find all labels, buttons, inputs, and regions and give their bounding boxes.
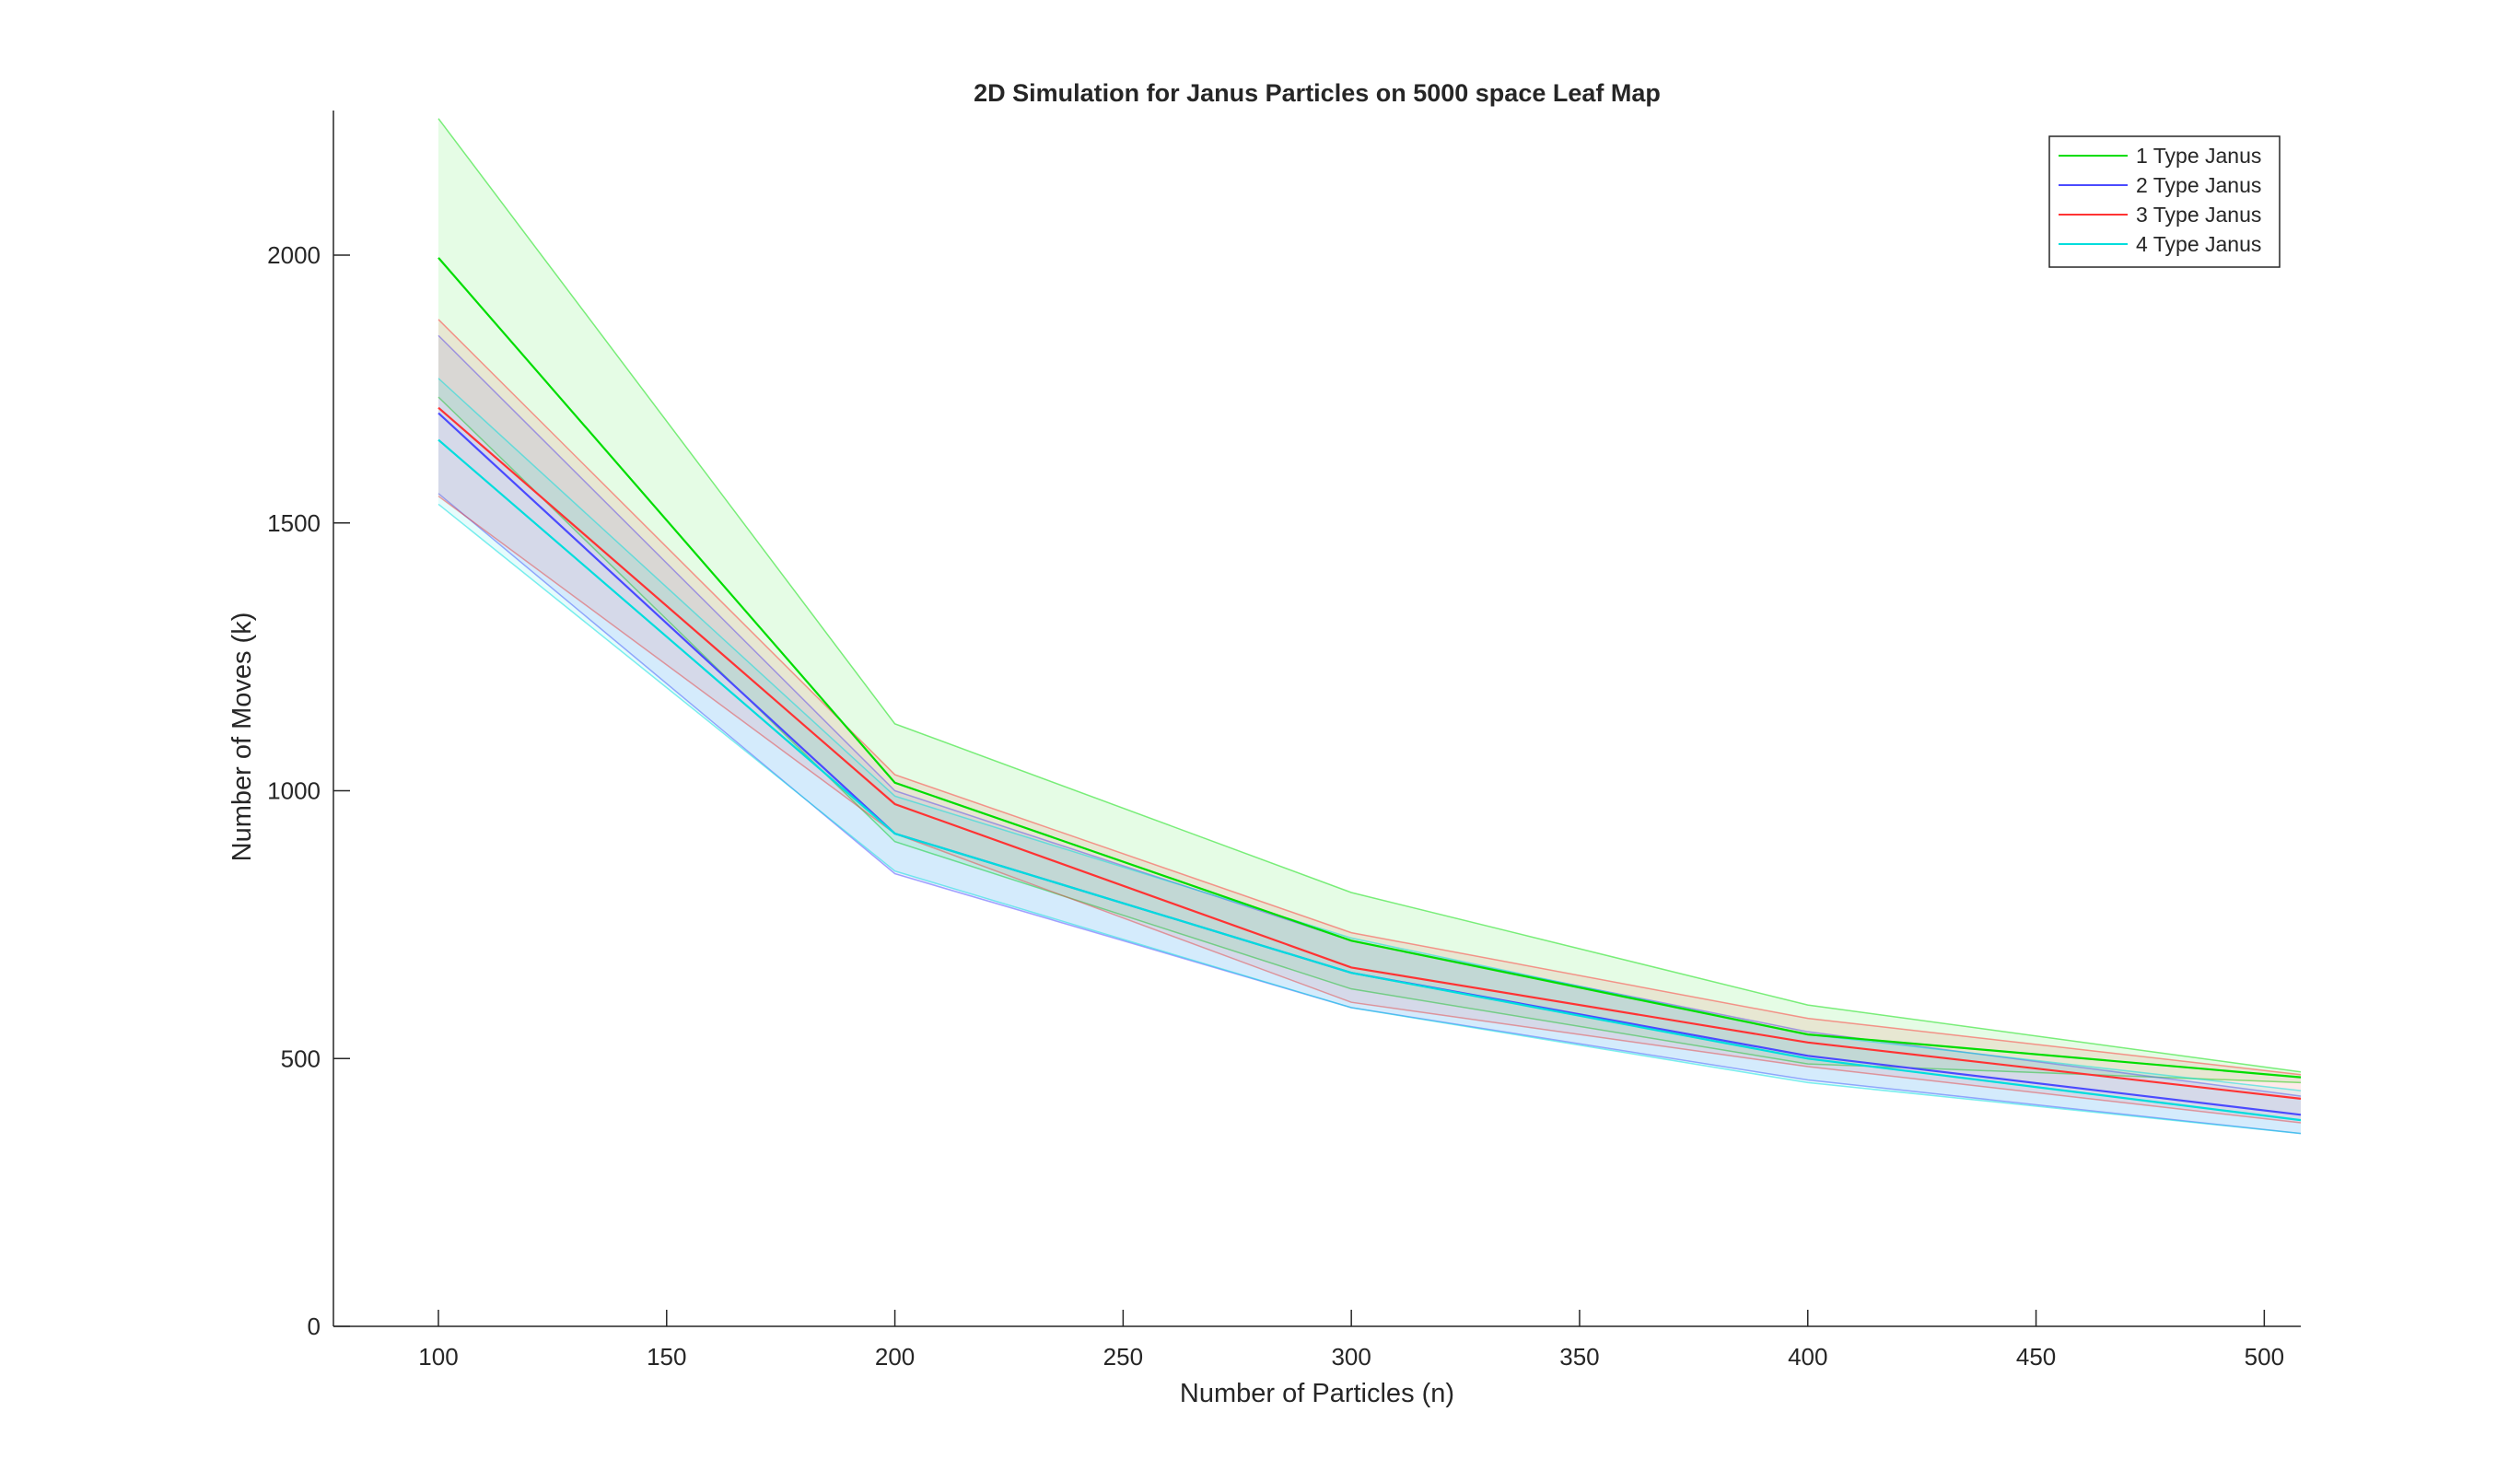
- y-tick-label-500: 500: [281, 1044, 321, 1072]
- x-tick-label-100: 100: [418, 1343, 458, 1371]
- chart-title: 2D Simulation for Janus Particles on 500…: [974, 79, 1661, 107]
- legend: 1 Type Janus 2 Type Janus 3 Type Janus 4 Ty…: [2048, 135, 2281, 268]
- band-series-1: [438, 118, 2301, 1083]
- legend-label-series-4: 4 Type Janus: [2136, 232, 2261, 256]
- upper-bound-series-4: [438, 378, 2302, 1091]
- upper-bound-series-3: [438, 319, 2302, 1076]
- legend-label-series-3: 3 Type Janus: [2136, 203, 2261, 227]
- y-tick-label-1000: 1000: [267, 777, 321, 805]
- x-tick-label-450: 450: [2016, 1343, 2056, 1371]
- x-tick-label-150: 150: [647, 1343, 686, 1371]
- axes: 100 150 200 250 300 350 400 450 500 0 500 1000 1500 2…: [267, 111, 2301, 1371]
- legend-label-series-1: 1 Type Janus: [2136, 144, 2261, 168]
- x-tick-label-250: 250: [1103, 1343, 1143, 1371]
- legend-box: [2048, 135, 2281, 268]
- legend-label-series-2: 2 Type Janus: [2136, 173, 2261, 197]
- line-series-3: [438, 406, 2302, 1100]
- band-series-3: [438, 319, 2301, 1123]
- x-tick-label-400: 400: [1788, 1343, 1827, 1371]
- band-series-2: [438, 335, 2301, 1134]
- x-tick-label-300: 300: [1331, 1343, 1371, 1371]
- upper-bound-series-1: [438, 118, 2302, 1073]
- line-series-4: [438, 438, 2302, 1122]
- lower-bound-series-3: [438, 496, 2302, 1124]
- series-lines: [438, 257, 2302, 1122]
- y-tick-label-0: 0: [308, 1313, 321, 1340]
- x-axis-label: Number of Particles (n): [1180, 1379, 1454, 1408]
- line-series-1: [438, 257, 2302, 1079]
- y-axis-label: Number of Moves (k): [228, 613, 257, 862]
- x-tick-label-500: 500: [2245, 1343, 2284, 1371]
- x-tick-label-350: 350: [1559, 1343, 1599, 1371]
- y-tick-label-1500: 1500: [267, 509, 321, 537]
- lower-bound-series-4: [438, 503, 2302, 1135]
- y-tick-label-2000: 2000: [267, 241, 321, 269]
- x-tick-label-200: 200: [875, 1343, 915, 1371]
